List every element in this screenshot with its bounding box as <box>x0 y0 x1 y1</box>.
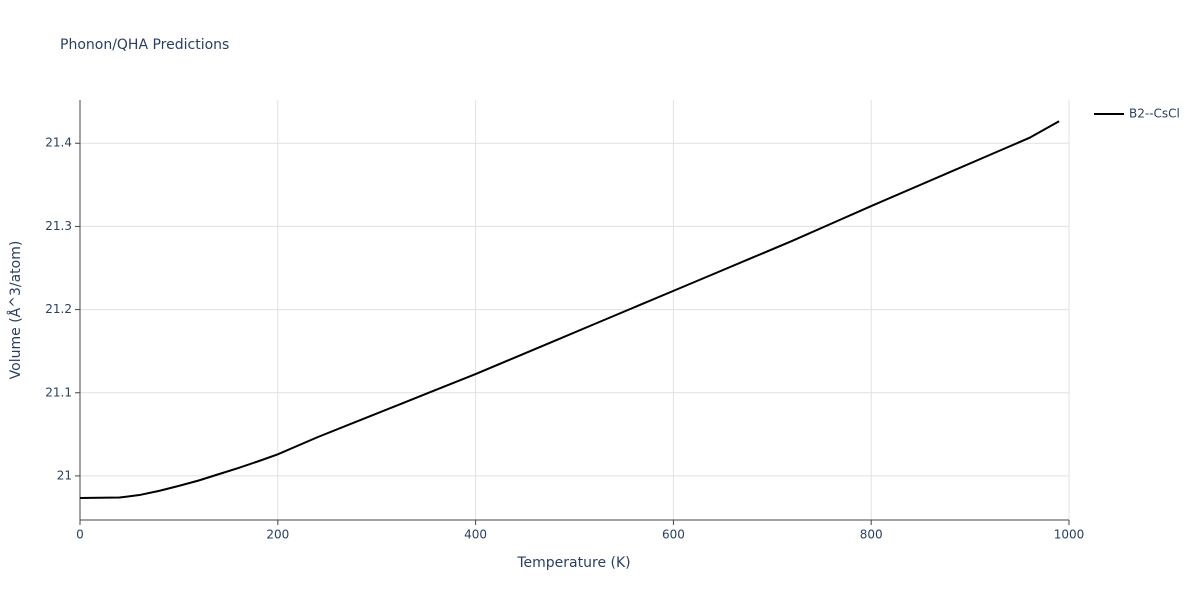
y-tick-label: 21.2 <box>45 302 72 316</box>
y-tick-label: 21 <box>57 468 72 482</box>
data-line <box>79 120 1060 499</box>
x-tick-label: 200 <box>266 528 289 542</box>
y-tick-label: 21.4 <box>45 136 72 150</box>
x-tick-label: 400 <box>464 528 487 542</box>
y-tick-label: 21.1 <box>45 385 72 399</box>
chart-title: Phonon/QHA Predictions <box>60 37 229 53</box>
x-axis-title: Temperature (K) <box>516 555 630 571</box>
x-tick-label: 0 <box>76 528 84 542</box>
legend-label: B2--CsCl <box>1129 107 1180 121</box>
y-axis-title: Volume (Å^3/atom) <box>7 241 24 380</box>
x-tick-label: 600 <box>662 528 685 542</box>
x-tick-label: 1000 <box>1054 528 1085 542</box>
y-tick-label: 21.3 <box>45 219 72 233</box>
x-tick-label: 800 <box>860 528 883 542</box>
